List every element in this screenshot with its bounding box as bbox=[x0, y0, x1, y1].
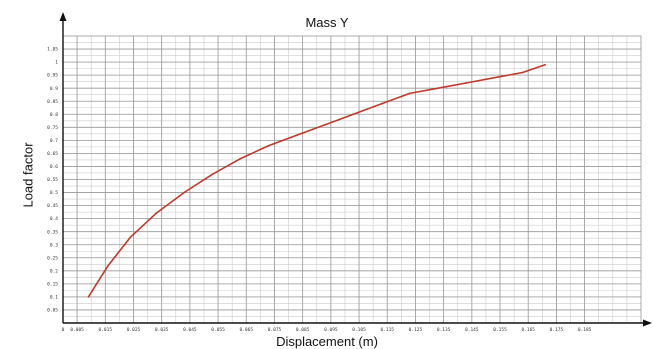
y-tick-label: 1 bbox=[55, 60, 58, 66]
data-point bbox=[155, 212, 157, 215]
y-tick-label: 0.7 bbox=[50, 138, 58, 144]
data-point bbox=[87, 296, 90, 298]
data-point bbox=[268, 144, 270, 147]
data-point bbox=[296, 134, 298, 136]
data-point bbox=[239, 157, 242, 160]
y-tick-label: 0.05 bbox=[47, 308, 58, 314]
data-point bbox=[107, 264, 109, 267]
y-tick-label: 0.3 bbox=[50, 242, 58, 248]
series-line bbox=[87, 63, 546, 298]
x-tick-label: 0.105 bbox=[352, 327, 366, 333]
x-tick-label: 0.145 bbox=[465, 327, 479, 333]
y-tick-label: 0.2 bbox=[50, 268, 58, 274]
y-tick-label: 0.4 bbox=[50, 216, 58, 222]
data-point bbox=[211, 173, 214, 176]
x-tick-label: 0.175 bbox=[550, 327, 564, 333]
x-tick-label: 0.045 bbox=[183, 327, 197, 333]
x-tick-label: 0.085 bbox=[296, 327, 310, 333]
data-point bbox=[493, 76, 496, 79]
y-tick-label: 0.45 bbox=[47, 203, 58, 209]
x-tick-label: 0.035 bbox=[155, 327, 169, 333]
x-tick-label: 0.025 bbox=[127, 327, 141, 333]
y-tick-label: 0.95 bbox=[47, 73, 58, 79]
x-axis-arrow bbox=[643, 319, 652, 327]
data-point bbox=[437, 87, 439, 89]
x-tick-label: 0.185 bbox=[578, 327, 592, 333]
x-tick-label: 0.015 bbox=[99, 327, 113, 333]
data-point bbox=[352, 113, 355, 116]
data-point bbox=[465, 82, 467, 84]
data-point bbox=[129, 236, 132, 238]
y-tick-label: 0.6 bbox=[50, 164, 58, 170]
y-tick-label: 0.55 bbox=[47, 177, 58, 183]
chart-title: Mass Y bbox=[305, 15, 349, 30]
x-tick-label: 0.095 bbox=[324, 327, 338, 333]
x-tick-label: 0 bbox=[62, 327, 65, 333]
data-point bbox=[324, 123, 327, 126]
y-tick-label: 1.05 bbox=[47, 47, 58, 53]
y-tick-label: 0.15 bbox=[47, 281, 58, 287]
y-tick-label: 0.5 bbox=[50, 190, 58, 196]
y-tick-label: 0.65 bbox=[47, 151, 58, 157]
y-tick-label: 0.8 bbox=[50, 112, 58, 118]
x-tick-label: 0.115 bbox=[380, 327, 394, 333]
data-point bbox=[183, 191, 186, 194]
data-point bbox=[544, 63, 546, 66]
data-point bbox=[521, 71, 524, 74]
y-tick-label: 0.85 bbox=[47, 99, 58, 105]
y-tick-label: 0.9 bbox=[50, 86, 58, 92]
y-tick-label: 0.1 bbox=[50, 295, 58, 301]
x-tick-label: 0.065 bbox=[239, 327, 253, 333]
y-tick-label: 0.35 bbox=[47, 229, 58, 235]
x-tick-label: 0.125 bbox=[409, 327, 423, 333]
y-tick-label: 0.75 bbox=[47, 125, 58, 131]
x-tick-label: 0.005 bbox=[70, 327, 84, 333]
x-tick-label: 0.055 bbox=[211, 327, 225, 333]
data-point bbox=[380, 103, 383, 105]
x-tick-label: 0.155 bbox=[493, 327, 507, 333]
y-axis-arrow bbox=[59, 12, 67, 21]
x-axis-label: Displacement (m) bbox=[276, 334, 378, 349]
x-tick-label: 0.135 bbox=[437, 327, 451, 333]
y-tick-label: 0.25 bbox=[47, 255, 58, 261]
data-point bbox=[409, 92, 411, 95]
x-tick-label: 0.075 bbox=[268, 327, 282, 333]
x-tick-label: 0.165 bbox=[521, 327, 535, 333]
